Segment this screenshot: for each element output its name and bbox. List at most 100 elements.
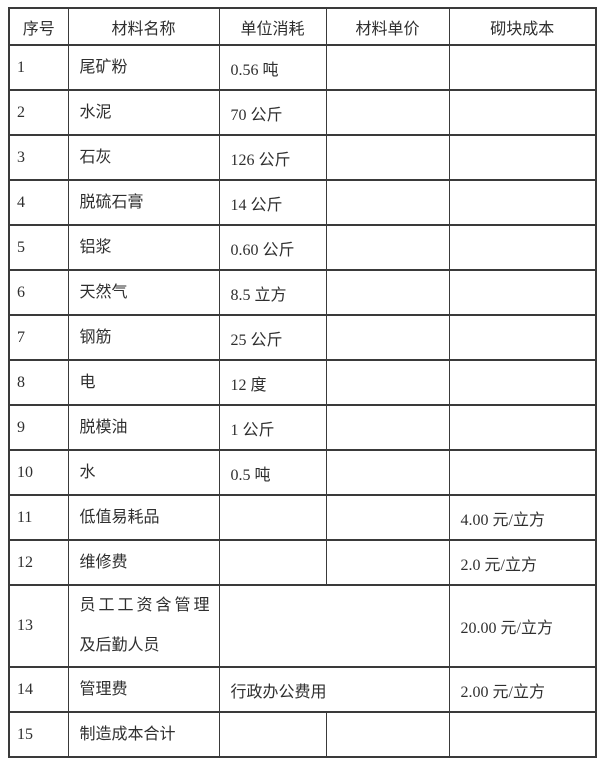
column-header-block-cost: 砌块成本 xyxy=(448,7,597,46)
cell-material-name: 员工工资含管理 及后勤人员 xyxy=(67,584,220,668)
cell-unit-consumption: 70 公斤 xyxy=(218,89,327,136)
column-header-serial-number: 序号 xyxy=(8,7,69,46)
table-row: 15 制造成本合计 xyxy=(8,711,597,758)
cell-serial-number: 7 xyxy=(8,314,69,361)
cell-unit-consumption xyxy=(218,584,450,668)
cell-material-name: 电 xyxy=(67,359,220,406)
cell-serial-number: 9 xyxy=(8,404,69,451)
cell-unit-consumption: 126 公斤 xyxy=(218,134,327,181)
cell-serial-number: 1 xyxy=(8,44,69,91)
cell-unit-consumption: 0.5 吨 xyxy=(218,449,327,496)
cell-material-name: 水泥 xyxy=(67,89,220,136)
cell-serial-number: 2 xyxy=(8,89,69,136)
cell-material-unit-price xyxy=(325,359,450,406)
text-line: 水 xyxy=(79,463,96,481)
cell-serial-number: 6 xyxy=(8,269,69,316)
table-row: 13 员工工资含管理 及后勤人员 20.00 元/立方 xyxy=(8,584,597,668)
table-body: 1 尾矿粉 0.56 吨 2 水泥 70 公斤 3 石灰 126 公斤 4 脱硫石膏 14 公斤 5 铝浆… xyxy=(8,44,597,758)
cell-serial-number: 3 xyxy=(8,134,69,181)
cell-serial-number: 15 xyxy=(8,711,69,758)
table-row: 7 钢筋 25 公斤 xyxy=(8,314,597,361)
cell-material-name: 脱硫石膏 xyxy=(67,179,220,226)
text-line: 低值易耗品 xyxy=(79,508,160,526)
cell-material-unit-price xyxy=(325,314,450,361)
cell-material-name: 维修费 xyxy=(67,539,220,586)
table-row: 11 低值易耗品 4.00 元/立方 xyxy=(8,494,597,541)
cell-unit-consumption: 12 度 xyxy=(218,359,327,406)
cell-material-unit-price xyxy=(325,89,450,136)
text-line: 制造成本合计 xyxy=(79,725,176,743)
cell-block-cost xyxy=(448,179,597,226)
cell-material-name: 铝浆 xyxy=(67,224,220,271)
material-cost-table: 序号 材料名称 单位消耗 材料单价 砌块成本 1 尾矿粉 0.56 吨 2 水泥 70 公… xyxy=(8,7,597,758)
cell-unit-consumption: 0.56 吨 xyxy=(218,44,327,91)
cell-material-unit-price xyxy=(325,224,450,271)
text-line: 管理费 xyxy=(79,680,128,698)
table-row: 14 管理费 行政办公费用 2.00 元/立方 xyxy=(8,666,597,713)
cell-block-cost xyxy=(448,44,597,91)
cell-block-cost xyxy=(448,224,597,271)
cell-material-unit-price xyxy=(325,404,450,451)
cell-unit-consumption: 14 公斤 xyxy=(218,179,327,226)
cell-serial-number: 12 xyxy=(8,539,69,586)
cell-material-name: 石灰 xyxy=(67,134,220,181)
column-header-material-name: 材料名称 xyxy=(67,7,220,46)
cell-block-cost xyxy=(448,89,597,136)
table-row: 10 水 0.5 吨 xyxy=(8,449,597,496)
cell-material-name: 钢筋 xyxy=(67,314,220,361)
cell-material-unit-price xyxy=(325,269,450,316)
cell-material-name: 脱模油 xyxy=(67,404,220,451)
cell-unit-consumption xyxy=(218,494,327,541)
table-row: 1 尾矿粉 0.56 吨 xyxy=(8,44,597,91)
cell-unit-consumption: 行政办公费用 xyxy=(218,666,450,713)
text-line: 钢筋 xyxy=(79,328,112,346)
text-line: 水泥 xyxy=(79,103,112,121)
text-line: 电 xyxy=(79,373,96,391)
cell-block-cost xyxy=(448,449,597,496)
table-row: 9 脱模油 1 公斤 xyxy=(8,404,597,451)
cell-block-cost: 20.00 元/立方 xyxy=(448,584,597,668)
cell-serial-number: 10 xyxy=(8,449,69,496)
text-line: 维修费 xyxy=(79,553,128,571)
text-line: 天然气 xyxy=(79,283,128,301)
cell-serial-number: 11 xyxy=(8,494,69,541)
cell-unit-consumption: 25 公斤 xyxy=(218,314,327,361)
table-row: 5 铝浆 0.60 公斤 xyxy=(8,224,597,271)
column-header-unit-consumption: 单位消耗 xyxy=(218,7,327,46)
cell-serial-number: 13 xyxy=(8,584,69,668)
cell-unit-consumption xyxy=(218,539,327,586)
cell-material-name: 管理费 xyxy=(67,666,220,713)
cell-material-name: 低值易耗品 xyxy=(67,494,220,541)
cell-material-unit-price xyxy=(325,539,450,586)
cell-material-unit-price xyxy=(325,449,450,496)
cell-block-cost xyxy=(448,269,597,316)
cell-block-cost: 4.00 元/立方 xyxy=(448,494,597,541)
cell-serial-number: 4 xyxy=(8,179,69,226)
table-row: 3 石灰 126 公斤 xyxy=(8,134,597,181)
text-line: 尾矿粉 xyxy=(79,58,128,76)
table-row: 4 脱硫石膏 14 公斤 xyxy=(8,179,597,226)
table-row: 6 天然气 8.5 立方 xyxy=(8,269,597,316)
cell-serial-number: 14 xyxy=(8,666,69,713)
cell-block-cost xyxy=(448,711,597,758)
cell-material-unit-price xyxy=(325,134,450,181)
cell-material-name: 尾矿粉 xyxy=(67,44,220,91)
cell-block-cost xyxy=(448,314,597,361)
cell-block-cost xyxy=(448,404,597,451)
cell-unit-consumption: 1 公斤 xyxy=(218,404,327,451)
cell-unit-consumption: 8.5 立方 xyxy=(218,269,327,316)
text-line: 及后勤人员 xyxy=(79,637,160,654)
cell-material-unit-price xyxy=(325,44,450,91)
text-line: 铝浆 xyxy=(79,238,112,256)
cell-block-cost xyxy=(448,134,597,181)
cell-material-name: 天然气 xyxy=(67,269,220,316)
text-line: 脱硫石膏 xyxy=(79,193,144,211)
table-header-row: 序号 材料名称 单位消耗 材料单价 砌块成本 xyxy=(8,7,597,46)
text-line: 员工工资含管理 xyxy=(79,597,213,614)
text-line: 脱模油 xyxy=(79,418,128,436)
cell-serial-number: 8 xyxy=(8,359,69,406)
column-header-material-unit-price: 材料单价 xyxy=(325,7,450,46)
cell-material-name: 水 xyxy=(67,449,220,496)
cell-material-unit-price xyxy=(325,711,450,758)
cell-block-cost xyxy=(448,359,597,406)
